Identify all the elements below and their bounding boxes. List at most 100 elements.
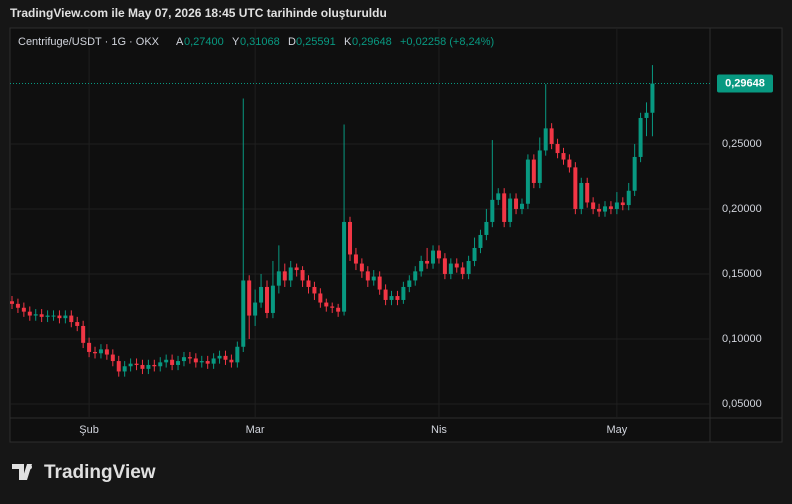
candle-body (620, 202, 625, 206)
candle-body (650, 83, 655, 113)
candle-body (104, 349, 109, 355)
candle-body (579, 182, 584, 209)
candle-body (164, 359, 169, 363)
candle-body (460, 267, 465, 274)
candle-body (10, 301, 14, 304)
candle-body (448, 263, 453, 274)
candle-body (425, 260, 430, 264)
candle-body (573, 167, 578, 209)
candle-body (116, 361, 121, 372)
candle-body (543, 128, 548, 151)
close-key: K (344, 36, 352, 48)
candle-body (431, 250, 436, 264)
candle-body (158, 362, 163, 367)
candle-body (490, 199, 495, 222)
candle-body (466, 260, 471, 274)
last-price-tag (717, 74, 773, 93)
open-key: A (176, 36, 184, 48)
candle-body (211, 358, 216, 364)
candle-body (69, 315, 74, 323)
candle-body (15, 303, 20, 308)
candle-body (205, 361, 210, 364)
candle-body (312, 286, 317, 294)
low-key: D (288, 36, 296, 48)
candle-body (644, 112, 649, 118)
logo-text: TradingView (44, 462, 156, 483)
open-value: 0,27400 (184, 36, 224, 48)
candle-body (561, 153, 566, 160)
candle-body (537, 150, 542, 183)
candle-body (342, 221, 347, 312)
candle-body (146, 364, 151, 369)
candle-body (81, 325, 86, 343)
plot (10, 28, 710, 418)
candle-body (181, 357, 186, 362)
y-tick-label: 0,15000 (722, 268, 762, 280)
candle-body (626, 190, 631, 206)
candle-body (199, 361, 204, 363)
y-tick-label: 0,25000 (722, 138, 762, 150)
candle-body (57, 315, 62, 319)
candle-body (359, 263, 364, 272)
candle-body (514, 198, 519, 209)
candle-body (348, 221, 353, 255)
candle-body (336, 307, 341, 312)
candle-body (365, 271, 370, 281)
candle-body (353, 254, 358, 264)
candle-body (407, 280, 412, 287)
candle-body (270, 285, 275, 313)
change: +0,02258 (+8,24%) (400, 36, 494, 48)
candle-body (389, 296, 394, 300)
header-title: TradingView.com ile May 07, 2026 18:45 U… (10, 6, 387, 20)
candle-body (253, 302, 258, 316)
candle-body (555, 143, 560, 154)
x-tick-label: Mar (246, 424, 265, 436)
candle-body (110, 354, 115, 362)
candle-body (170, 359, 175, 365)
candle-body (128, 363, 133, 367)
candle-body (401, 286, 406, 300)
candle-body (187, 357, 192, 359)
candle-body (176, 361, 181, 365)
candle-body (638, 117, 643, 157)
candle-body (632, 156, 637, 191)
candle-body (152, 364, 157, 367)
candle-body (508, 198, 513, 222)
candle-body (419, 260, 424, 272)
y-tick-label: 0,20000 (722, 203, 762, 215)
symbol: Centrifuge/USDT · 1G · OKX (18, 36, 160, 48)
candle-body (318, 293, 323, 303)
candle-body (478, 234, 483, 248)
candle-body (597, 208, 602, 212)
candle-body (525, 159, 530, 204)
x-tick-label: May (606, 424, 627, 436)
y-tick-label: 0,05000 (722, 398, 762, 410)
candle-body (472, 247, 477, 261)
candle-body (371, 276, 376, 281)
candle-body (223, 355, 228, 360)
candle-body (45, 315, 50, 317)
chart-panel (9, 27, 783, 443)
candle-body (63, 315, 68, 319)
candle-body (614, 202, 619, 209)
logo: TradingView (12, 462, 156, 483)
candle-body (603, 206, 607, 212)
candle-body (585, 182, 590, 203)
candle-body (294, 267, 299, 271)
candle-body (549, 128, 554, 144)
candle-body (496, 193, 501, 200)
high-value: 0,31068 (240, 36, 280, 48)
candle-body (282, 271, 287, 281)
logo-dot (27, 464, 32, 470)
candle-body (306, 280, 311, 287)
candle-body (259, 286, 264, 303)
candle-body (193, 358, 198, 363)
candle-body (51, 315, 56, 317)
candle-body (75, 322, 80, 326)
candle-body (502, 193, 507, 222)
candle-body (383, 289, 388, 300)
candle-body (87, 342, 92, 352)
candle-body (241, 280, 246, 347)
candle-body (276, 271, 281, 286)
